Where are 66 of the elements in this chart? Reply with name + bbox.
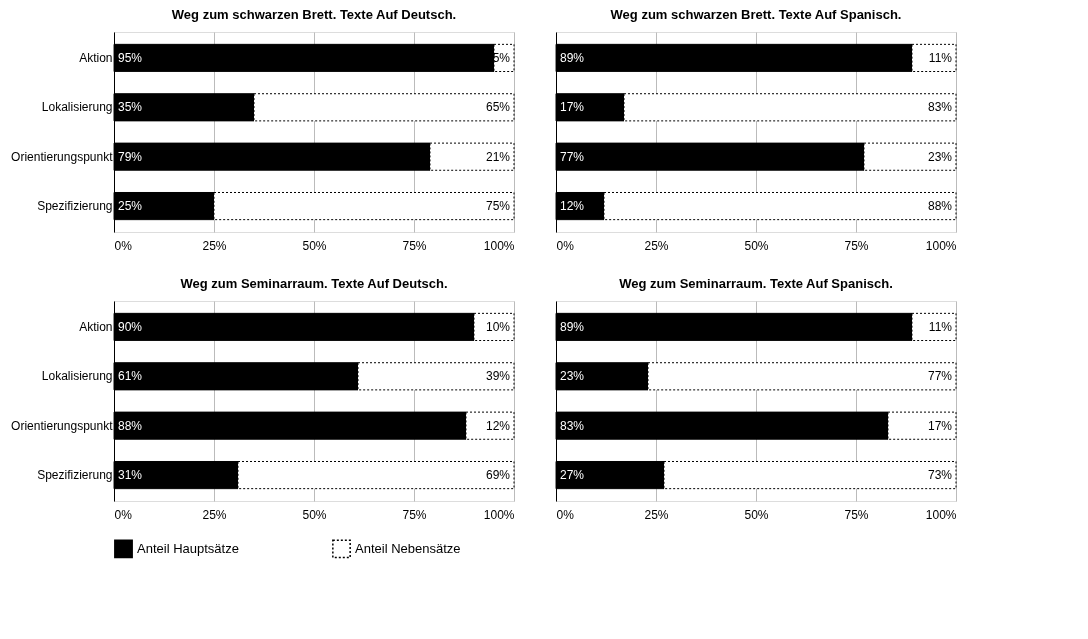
data-label: 17%: [927, 418, 953, 433]
y-tick-label: Spezifizierung: [37, 468, 113, 483]
data-label: 25%: [118, 199, 143, 214]
data-label: 79%: [118, 149, 143, 164]
x-tick-label: 50%: [302, 507, 327, 522]
data-label: 23%: [927, 149, 953, 164]
x-tick-label: 50%: [302, 238, 327, 253]
data-label: 83%: [560, 418, 585, 433]
x-tick-label: 75%: [844, 238, 869, 253]
data-label: 88%: [118, 418, 143, 433]
data-label: 75%: [485, 199, 511, 214]
x-tick-label: 100%: [483, 238, 515, 253]
x-tick-label: 100%: [483, 507, 515, 522]
data-label: 12%: [560, 199, 585, 214]
y-tick-label: Lokalisierung: [41, 100, 113, 115]
data-label: 61%: [118, 369, 143, 384]
y-tick-label: Spezifizierung: [37, 199, 113, 214]
data-label: 21%: [485, 149, 511, 164]
data-label: 11%: [928, 50, 953, 65]
data-label: 69%: [485, 468, 511, 483]
legend-label: Anteil Nebensätze: [355, 540, 461, 556]
y-tick-label: Aktion: [79, 319, 113, 334]
data-label: 90%: [118, 319, 143, 334]
chart-title: Weg zum Seminarraum. Texte Auf Deutsch.: [180, 276, 448, 291]
data-label: 89%: [560, 50, 585, 65]
x-tick-label: 50%: [744, 238, 769, 253]
x-tick-label: 75%: [402, 507, 427, 522]
data-label: 88%: [927, 199, 953, 214]
data-label: 27%: [560, 468, 585, 483]
x-tick-label: 25%: [202, 507, 227, 522]
data-label: 89%: [560, 319, 585, 334]
x-tick-label: 75%: [402, 238, 427, 253]
x-tick-label: 25%: [202, 238, 227, 253]
x-tick-label: 25%: [644, 507, 669, 522]
legend-label: Anteil Hauptsätze: [137, 540, 239, 556]
data-label: 77%: [927, 369, 953, 384]
x-tick-label: 0%: [114, 238, 133, 253]
x-tick-label: 100%: [925, 238, 957, 253]
data-label: 12%: [485, 418, 511, 433]
chart-title: Weg zum schwarzen Brett. Texte Auf Deutsch.: [171, 7, 457, 22]
data-label: 39%: [485, 369, 511, 384]
x-tick-label: 25%: [644, 238, 669, 253]
y-tick-label: Orientierungspunkt: [11, 149, 114, 164]
y-tick-label: Aktion: [79, 50, 113, 65]
data-label: 73%: [927, 468, 953, 483]
data-label: 23%: [560, 369, 585, 384]
y-tick-label: Orientierungspunkt: [11, 418, 114, 433]
data-label: 35%: [118, 100, 143, 115]
data-label: 65%: [485, 100, 511, 115]
data-label: 5%: [492, 50, 511, 65]
data-label: 17%: [560, 100, 585, 115]
y-tick-label: Lokalisierung: [41, 369, 113, 384]
x-tick-label: 100%: [925, 507, 957, 522]
chart-title: Weg zum schwarzen Brett. Texte Auf Spanisch.: [610, 7, 902, 22]
data-label: 83%: [927, 100, 953, 115]
x-tick-label: 0%: [556, 238, 575, 253]
data-label: 11%: [928, 319, 953, 334]
data-label: 10%: [485, 319, 511, 334]
data-label: 77%: [560, 149, 585, 164]
data-label: 31%: [118, 468, 143, 483]
x-tick-label: 75%: [844, 507, 869, 522]
x-tick-label: 0%: [556, 507, 575, 522]
chart-title: Weg zum Seminarraum. Texte Auf Spanisch.: [619, 276, 893, 291]
x-tick-label: 0%: [114, 507, 133, 522]
x-tick-label: 50%: [744, 507, 769, 522]
data-label: 95%: [118, 50, 143, 65]
